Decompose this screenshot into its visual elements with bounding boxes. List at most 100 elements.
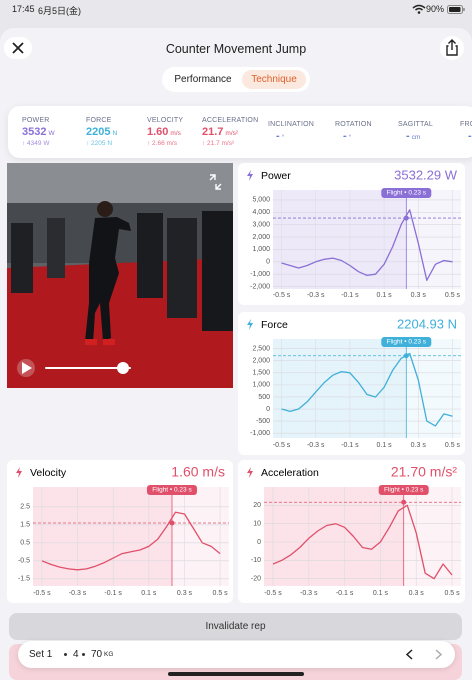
metric: POWER 3532 W ↑ 4349 W bbox=[22, 117, 55, 147]
flight-label: Flight • 0.23 s bbox=[387, 190, 427, 197]
chart-value: 2204.93 N bbox=[397, 316, 457, 331]
metric-value: - ° bbox=[276, 130, 314, 142]
y-tick-label: -1,000 bbox=[250, 430, 270, 437]
y-tick-label: 10 bbox=[253, 521, 261, 528]
y-tick-label: 5,000 bbox=[252, 197, 270, 204]
metric-unit: m/s bbox=[170, 130, 181, 137]
y-tick-label: 2.5 bbox=[20, 504, 30, 511]
metric-value: 1.60 m/s bbox=[147, 126, 183, 138]
metric-value: 2205 N bbox=[86, 126, 117, 138]
y-tick-label: -1,000 bbox=[250, 271, 270, 278]
flight-point bbox=[401, 499, 407, 505]
x-tick-label: -0.3 s bbox=[307, 292, 325, 299]
y-tick-label: -0.5 bbox=[18, 558, 30, 565]
metric-number: 2205 bbox=[86, 126, 111, 138]
next-button[interactable] bbox=[432, 648, 444, 661]
chart-title: Acceleration bbox=[261, 467, 319, 479]
card-icon bbox=[247, 319, 253, 330]
flight-label: Flight • 0.23 s bbox=[387, 339, 427, 346]
metric-best: ↑ 21.7 m/s² bbox=[202, 140, 235, 147]
x-tick-label: -0.3 s bbox=[307, 442, 325, 449]
flight-point bbox=[169, 520, 175, 526]
invalidate-button[interactable]: Invalidate rep bbox=[9, 613, 462, 640]
flight-badge bbox=[378, 485, 429, 495]
y-tick-label: 0 bbox=[266, 259, 270, 266]
data-line bbox=[272, 504, 453, 580]
metric-unit: ° bbox=[281, 134, 285, 141]
status-time: 17:45 bbox=[12, 4, 35, 14]
metric-value: - ° bbox=[343, 130, 372, 142]
metric-label: FORCE bbox=[86, 117, 112, 124]
metric-label: ACCELERATION bbox=[202, 117, 259, 124]
x-tick-label: -0.5 s bbox=[273, 442, 291, 449]
chart-value: 21.70 m/s² bbox=[391, 464, 457, 480]
y-tick-label: 2,000 bbox=[252, 358, 270, 365]
x-tick-label: -0.5 s bbox=[273, 292, 291, 299]
battery-icon bbox=[447, 5, 465, 14]
video[interactable] bbox=[7, 163, 233, 388]
flight-label: Flight • 0.23 s bbox=[384, 487, 424, 494]
plot-bg-after bbox=[403, 487, 461, 586]
tab-active[interactable]: Technique bbox=[242, 70, 306, 89]
wifi-icon bbox=[412, 4, 426, 14]
chart-card: Power 3532.29 W 5,000 4,000 3,000 2,000 1,000 0… bbox=[238, 163, 465, 305]
flight-label: Flight • 0.23 s bbox=[152, 487, 192, 494]
metric-best: ↑ 4349 W bbox=[22, 140, 50, 147]
y-tick-label: 1,000 bbox=[252, 246, 270, 253]
chart-card: Velocity 1.60 m/s 2.5 1.5 0.5 -0.5 -1.5-0.5 s -… bbox=[7, 460, 233, 603]
status-date: 6月5日(金) bbox=[38, 6, 82, 16]
y-tick-label: -10 bbox=[251, 557, 261, 564]
metric-unit: ° bbox=[348, 134, 352, 141]
x-tick-label: 0.5 s bbox=[212, 590, 228, 597]
close-button[interactable] bbox=[4, 37, 32, 59]
flight-badge bbox=[381, 337, 432, 347]
tab[interactable]: Performance bbox=[174, 74, 232, 85]
prev-button[interactable] bbox=[404, 648, 416, 661]
chart-title: Force bbox=[261, 319, 288, 331]
share-button[interactable] bbox=[440, 36, 464, 60]
metric: FORCE 2205 N ↑ 2205 N bbox=[86, 117, 117, 147]
chart-card: Force 2204.93 N 2,500 2,000 1,500 1,000 500 0 -5… bbox=[238, 312, 465, 455]
metric-value: -cm bbox=[406, 130, 433, 142]
flight-point bbox=[403, 215, 409, 221]
data-line bbox=[281, 209, 453, 281]
set-label: Set 1 bbox=[29, 649, 53, 660]
plot-bg bbox=[33, 487, 172, 586]
metric-number: 1.60 bbox=[147, 126, 169, 138]
x-tick-label: 0.3 s bbox=[177, 590, 193, 597]
y-tick-label: 2,500 bbox=[252, 346, 270, 353]
metric-value: 3532 W bbox=[22, 126, 55, 138]
metric-label: INCLINATION bbox=[268, 121, 315, 128]
y-tick-label: 3,000 bbox=[252, 221, 270, 228]
battery-text: 90% bbox=[426, 4, 445, 14]
weight-unit: KG bbox=[104, 651, 114, 658]
y-tick-label: 1,000 bbox=[252, 382, 270, 389]
x-tick-label: -0.1 s bbox=[104, 590, 122, 597]
y-tick-label: -500 bbox=[256, 418, 270, 425]
metric-label: VELOCITY bbox=[147, 117, 184, 124]
metric-value: -cm bbox=[468, 130, 472, 142]
plot-bg-after bbox=[406, 339, 461, 438]
metric-number: - bbox=[406, 130, 410, 142]
y-tick-label: 20 bbox=[253, 502, 261, 509]
y-tick-label: -2,000 bbox=[250, 283, 270, 290]
flight-badge bbox=[146, 485, 197, 495]
metric-value: 21.7 m/s² bbox=[202, 126, 258, 138]
metric-number: - bbox=[343, 130, 347, 142]
y-tick-label: 0.5 bbox=[20, 540, 30, 547]
metric: SAGITTAL - cm bbox=[398, 121, 433, 142]
y-tick-label: 1,500 bbox=[252, 370, 270, 377]
y-tick-label: -20 bbox=[251, 576, 261, 583]
metric-label: POWER bbox=[22, 117, 50, 124]
y-tick-label: 1.5 bbox=[20, 522, 30, 529]
x-tick-label: 0.1 s bbox=[376, 292, 392, 299]
metric: FRONTAL -cm bbox=[460, 121, 472, 142]
separator bbox=[64, 653, 67, 656]
metric: INCLINATION - ° bbox=[268, 121, 314, 142]
chart-value: 3532.29 W bbox=[394, 167, 458, 182]
metric: ACCELERATION 21.7 m/s² ↑ 21.7 m/s² bbox=[202, 117, 258, 147]
data-line bbox=[281, 352, 453, 427]
metric-label: ROTATION bbox=[335, 121, 372, 128]
y-tick-label: 0 bbox=[266, 406, 270, 413]
